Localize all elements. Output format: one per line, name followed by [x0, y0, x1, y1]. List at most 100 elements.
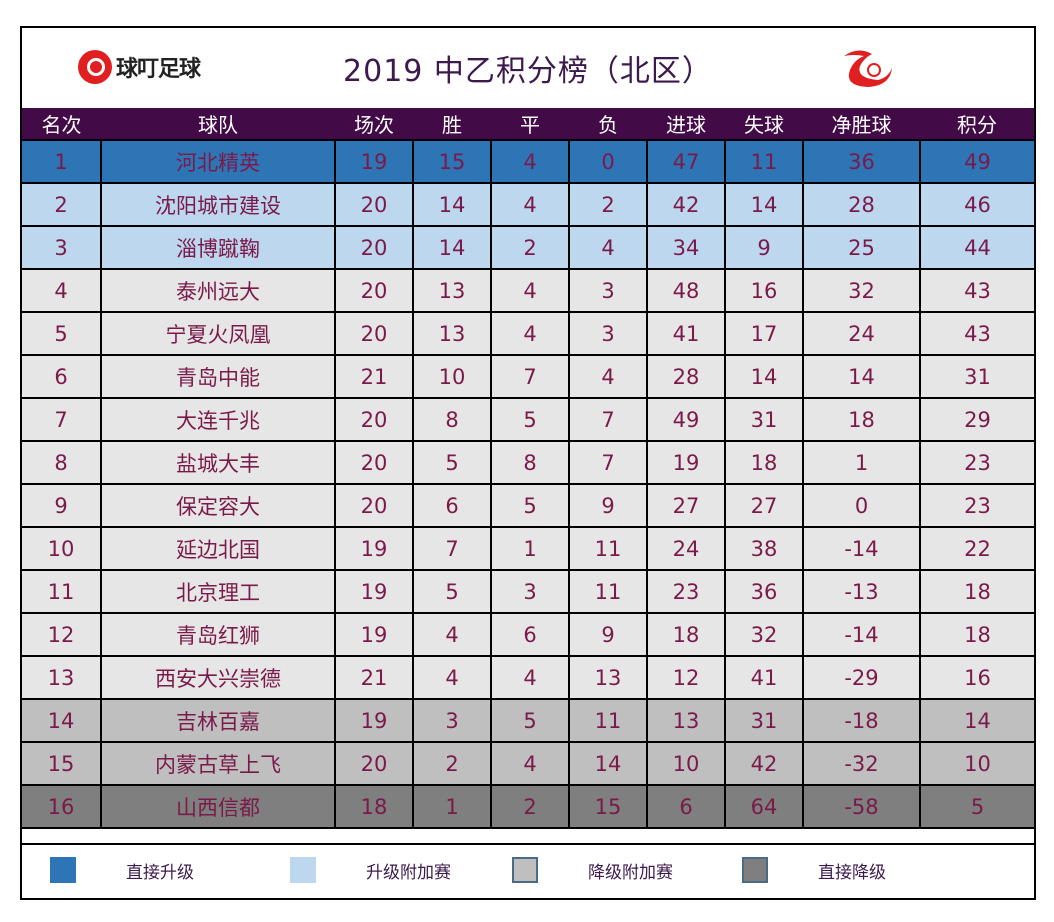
table-cell: 41	[724, 655, 804, 700]
table-cell: 20	[334, 182, 414, 227]
table-cell: 12	[22, 612, 102, 657]
table-cell: 18	[724, 440, 804, 485]
table-cell: 4	[490, 311, 570, 356]
table-cell: 11	[22, 569, 102, 614]
table-cell: 11	[724, 139, 804, 184]
legend-swatch	[290, 857, 316, 883]
table-cell: 保定容大	[100, 483, 336, 528]
table-cell: 15	[568, 784, 648, 829]
table-cell: 2	[22, 182, 102, 227]
table-cell: 16	[22, 784, 102, 829]
table-cell: 河北精英	[100, 139, 336, 184]
table-cell: 20	[334, 741, 414, 786]
table-cell: 23	[919, 440, 1034, 485]
table-cell: 21	[334, 655, 414, 700]
legend-label: 降级附加赛	[588, 862, 673, 883]
table-cell: 19	[334, 569, 414, 614]
table-cell: 大连千兆	[100, 397, 336, 442]
table-cell: 14	[724, 182, 804, 227]
table-cell: 28	[646, 354, 726, 399]
legend: 直接升级 升级附加赛 降级附加赛 直接降级	[22, 843, 1034, 900]
table-cell: 9	[568, 612, 648, 657]
column-header: 积分	[920, 108, 1034, 140]
table-row: 5 宁夏火凤凰 20 13 4 3 41 17 24 43	[22, 311, 1034, 356]
brand-logo-text: 球叮足球	[116, 57, 201, 82]
table-cell: 15	[412, 139, 492, 184]
table-cell: 1	[22, 139, 102, 184]
table-cell: 4	[568, 225, 648, 270]
table-cell: 11	[568, 569, 648, 614]
table-cell: 3	[568, 311, 648, 356]
legend-swatch	[512, 857, 538, 883]
table-cell: 34	[646, 225, 726, 270]
table-cell: 7	[490, 354, 570, 399]
table-cell: 7	[568, 397, 648, 442]
table-cell: 宁夏火凤凰	[100, 311, 336, 356]
column-header: 平	[491, 108, 569, 140]
table-cell: 25	[802, 225, 921, 270]
table-cell: 42	[646, 182, 726, 227]
table-cell: 29	[919, 397, 1034, 442]
table-cell: 4	[490, 655, 570, 700]
page-title: 2019 中乙积分榜（北区）	[343, 54, 713, 89]
table-cell: 0	[802, 483, 921, 528]
table-cell: 22	[919, 526, 1034, 571]
table-cell: 15	[22, 741, 102, 786]
table-cell: 9	[22, 483, 102, 528]
table-cell: 6	[412, 483, 492, 528]
table-cell: 14	[802, 354, 921, 399]
table-cell: 2	[568, 182, 648, 227]
table-cell: 青岛中能	[100, 354, 336, 399]
table-cell: 31	[919, 354, 1034, 399]
table-cell: 4	[568, 354, 648, 399]
column-header: 球队	[101, 108, 335, 140]
brand-logo: 球叮足球	[78, 50, 201, 84]
table-cell: 2	[412, 741, 492, 786]
table-cell: 18	[919, 569, 1034, 614]
legend-item: 升级附加赛	[290, 857, 451, 883]
table-cell: 38	[724, 526, 804, 571]
legend-label: 升级附加赛	[366, 862, 451, 883]
table-cell: 49	[646, 397, 726, 442]
legend-label: 直接降级	[818, 862, 886, 883]
table-cell: 6	[490, 612, 570, 657]
table-cell: 4	[490, 741, 570, 786]
column-header: 进球	[647, 108, 725, 140]
table-cell: -32	[802, 741, 921, 786]
table-cell: 14	[724, 354, 804, 399]
table-cell: 3	[22, 225, 102, 270]
table-cell: 8	[22, 440, 102, 485]
table-cell: 沈阳城市建设	[100, 182, 336, 227]
legend-swatch	[742, 857, 768, 883]
table-cell: 31	[724, 397, 804, 442]
table-cell: 12	[646, 655, 726, 700]
table-cell: 13	[412, 268, 492, 313]
table-cell: 泰州远大	[100, 268, 336, 313]
table-cell: 7	[412, 526, 492, 571]
table-cell: 1	[802, 440, 921, 485]
table-cell: 6	[646, 784, 726, 829]
table-cell: 19	[334, 139, 414, 184]
header: 球叮足球 2019 中乙积分榜（北区）	[22, 28, 1034, 108]
table-cell: 16	[919, 655, 1034, 700]
table-cell: 13	[568, 655, 648, 700]
table-cell: 20	[334, 225, 414, 270]
table-cell: 47	[646, 139, 726, 184]
table-cell: 5	[412, 440, 492, 485]
table-cell: 21	[334, 354, 414, 399]
column-header: 负	[569, 108, 647, 140]
table-cell: 0	[568, 139, 648, 184]
table-cell: 19	[334, 526, 414, 571]
table-cell: 20	[334, 483, 414, 528]
standings-table: 名次 球队 场次胜平负进球 失球 净胜球 积分 1 河北精英 19 15 4 0 47 11 36 49 2 沈…	[22, 108, 1034, 829]
table-cell: 20	[334, 440, 414, 485]
table-cell: 17	[724, 311, 804, 356]
table-cell: 3	[568, 268, 648, 313]
table-row: 11 北京理工 19 5 3 11 23 36 -13 18	[22, 569, 1034, 614]
table-cell: 20	[334, 268, 414, 313]
table-header-row: 名次 球队 场次胜平负进球 失球 净胜球 积分	[22, 108, 1034, 140]
table-cell: -14	[802, 526, 921, 571]
table-cell: 4	[22, 268, 102, 313]
table-row: 2 沈阳城市建设 20 14 4 2 42 14 28 46	[22, 182, 1034, 227]
table-cell: 14	[22, 698, 102, 743]
